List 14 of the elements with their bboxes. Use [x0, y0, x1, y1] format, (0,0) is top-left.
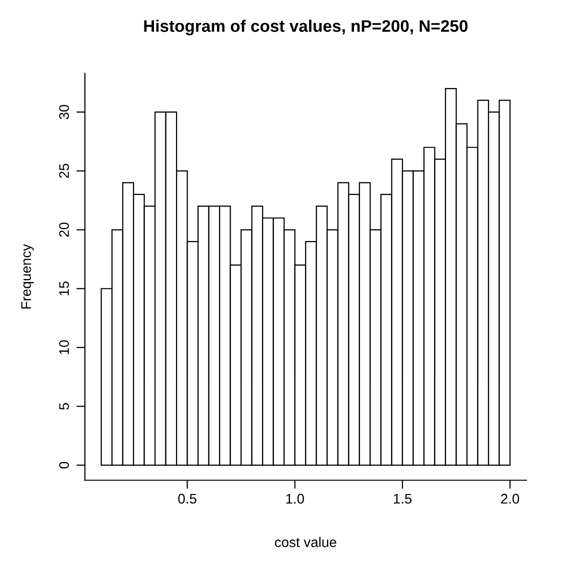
x-tick-label: 1.0	[286, 494, 304, 504]
y-tick-label: 30	[59, 104, 69, 120]
y-tick-label: 5	[59, 403, 69, 410]
x-tick-label: 1.5	[394, 494, 412, 504]
y-tick-label: 20	[59, 222, 69, 237]
y-tick-label: 0	[59, 462, 69, 469]
x-tick-label: 0.5	[178, 494, 196, 504]
y-tick-label: 10	[59, 340, 69, 354]
x-tick-label: 2.0	[501, 494, 520, 504]
chart-title: Histogram of cost values, nP=200, N=250	[144, 20, 468, 36]
y-tick-label: 15	[59, 281, 69, 296]
y-axis-title: Frequency	[21, 244, 34, 309]
y-tick-label: 25	[59, 164, 69, 178]
x-axis-title: cost value	[274, 536, 336, 548]
